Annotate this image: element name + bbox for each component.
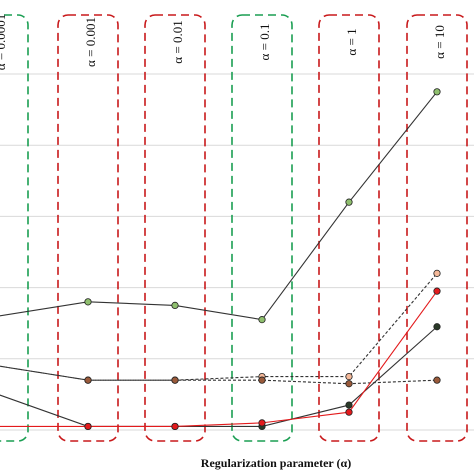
data-point [84, 422, 92, 431]
alpha-box [406, 14, 468, 442]
alpha-box-label: α = 0.0001 [0, 14, 8, 70]
data-point [345, 198, 353, 206]
alpha-boxes: α = 0.0001 α = 0.001 α = 0.01 α = 0.1 α = 1 α… [0, 14, 468, 442]
alpha-box-label: α = 1 [344, 28, 359, 55]
alpha-box-label: α = 10 [432, 25, 447, 59]
data-point [258, 316, 266, 324]
alpha-box [318, 14, 380, 442]
data-point [171, 376, 179, 384]
data-point [433, 323, 441, 331]
alpha-box [0, 14, 29, 442]
data-point [433, 376, 441, 384]
data-point [433, 287, 441, 295]
data-point [345, 380, 353, 388]
data-point [345, 372, 353, 381]
data-point [171, 422, 179, 431]
grid-lines [0, 73, 474, 431]
series-lines [0, 88, 441, 431]
series-line [0, 91, 438, 321]
data-point [84, 298, 92, 306]
data-point [171, 301, 179, 309]
alpha-box [57, 14, 119, 442]
series-line [0, 273, 438, 381]
alpha-box-label: α = 0.001 [83, 17, 98, 67]
x-axis-label: Regularization parameter (α) [201, 456, 351, 470]
alpha-box [231, 14, 293, 442]
alpha-box-label: α = 0.01 [170, 20, 185, 63]
data-point [345, 408, 353, 416]
data-point [433, 88, 441, 96]
data-point [84, 376, 92, 384]
alpha-box-label: α = 0.1 [257, 24, 272, 61]
data-point [433, 269, 441, 277]
data-point [258, 376, 266, 384]
data-point [258, 419, 266, 427]
series-line [0, 365, 438, 385]
alpha-box [144, 14, 206, 442]
data-point [345, 401, 353, 409]
